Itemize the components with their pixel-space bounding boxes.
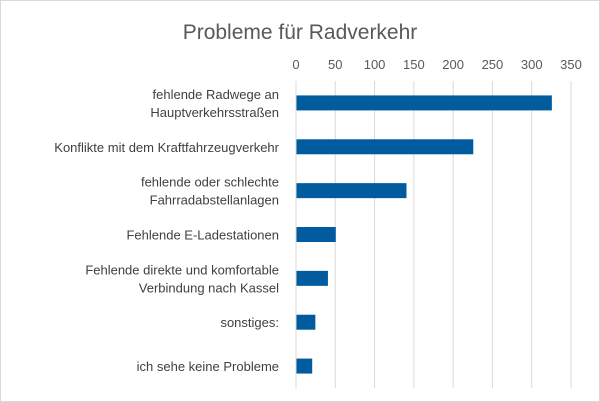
bar [296, 358, 313, 374]
gridlines [295, 81, 572, 388]
x-tick-label: 0 [292, 57, 299, 72]
bar [296, 314, 316, 330]
category-label: ich sehe keine Probleme [137, 359, 279, 374]
bar [296, 95, 552, 111]
x-tick-label: 150 [403, 57, 425, 72]
bar [296, 183, 407, 199]
category-label: Fehlende direkte und komfortable Verbindu… [85, 262, 279, 295]
x-tick-label: 100 [364, 57, 386, 72]
bar [296, 227, 336, 242]
bar [296, 270, 328, 286]
category-label: fehlende oder schlechte Fahrradabstellanl… [141, 175, 279, 208]
category-label: Konflikte mit dem Kraftfahrzeugverkehr [54, 140, 279, 155]
bar [296, 139, 474, 155]
category-labels: fehlende Radwege an Hauptverkehrsstraßen K… [54, 87, 279, 374]
category-label: sonstiges: [220, 315, 279, 330]
x-tick-label: 300 [521, 57, 543, 72]
x-axis-ticks: 0 50 100 150 200 250 300 350 [292, 57, 581, 72]
chart-title: Probleme für Radverkehr [183, 21, 418, 44]
bars [296, 95, 552, 374]
x-tick-label: 200 [442, 57, 464, 72]
category-label: fehlende Radwege an Hauptverkehrsstraßen [150, 87, 279, 120]
x-tick-label: 50 [328, 57, 342, 72]
x-tick-label: 250 [482, 57, 504, 72]
category-label: Fehlende E-Ladestationen [126, 228, 279, 243]
x-tick-label: 350 [560, 57, 582, 72]
